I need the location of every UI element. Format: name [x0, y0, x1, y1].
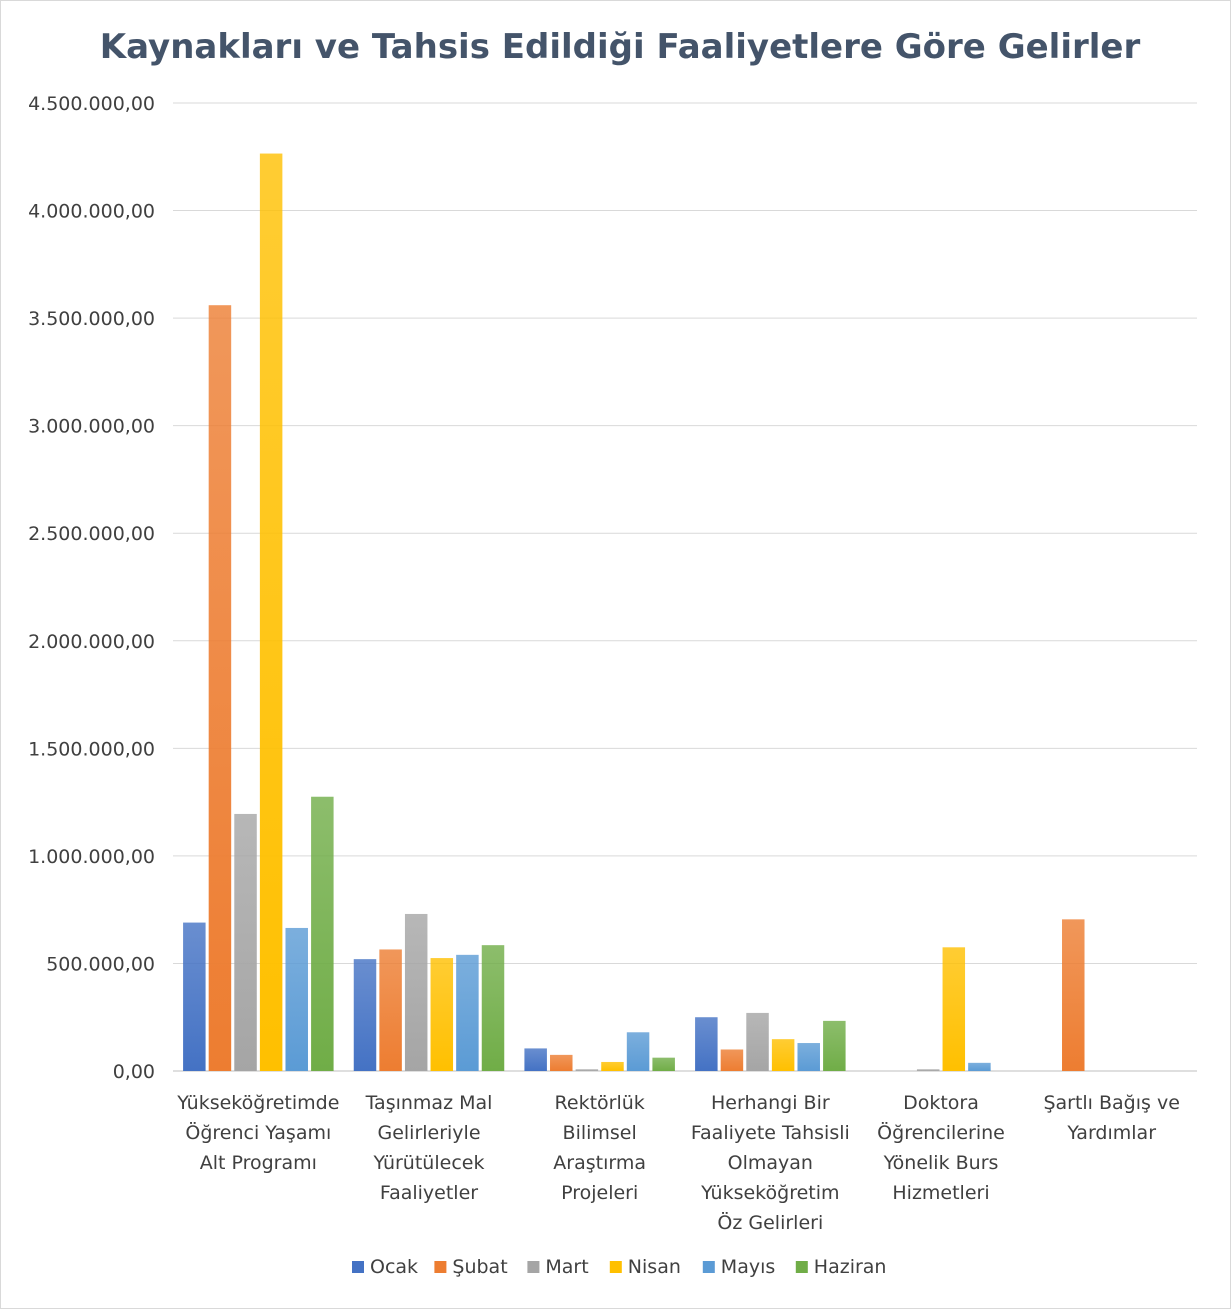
x-category-label-line: Hizmetleri	[892, 1182, 989, 1204]
y-tick-label: 3.500.000,00	[28, 308, 155, 330]
x-axis-category-labels: Yükseköğretimde Öğrenci Yaşamı Alt Program…	[176, 1092, 1180, 1234]
y-tick-label: 0,00	[113, 1061, 155, 1083]
bar-mart-0	[234, 813, 257, 1071]
x-category-label-line: Öğrencilerine	[877, 1121, 1005, 1144]
x-category-label-line: Olmayan	[728, 1152, 813, 1174]
legend-label-şubat: Şubat	[452, 1256, 507, 1278]
x-category-label-line: Yürütülecek	[373, 1152, 485, 1174]
bar-şubat-1	[379, 949, 402, 1071]
bar-nisan-0	[259, 153, 283, 1071]
bar-nisan-1	[430, 958, 454, 1071]
x-category-label-line: Faaliyetler	[380, 1182, 478, 1204]
x-category-label: Doktora Öğrencilerine Yönelik Burs Hizmetle…	[877, 1092, 1005, 1204]
bar-haziran-3	[823, 1020, 846, 1071]
bars	[183, 153, 1085, 1071]
x-category-label-line: Rektörlük	[555, 1092, 645, 1114]
x-category-label-line: Herhangi Bir	[711, 1092, 830, 1114]
x-category-label-line: Yükseköğretimde	[176, 1092, 339, 1114]
x-category-label-line: Şartlı Bağış ve	[1043, 1092, 1179, 1114]
legend-swatch-mayıs	[702, 1261, 715, 1273]
x-category-label-line: Yönelik Burs	[883, 1152, 999, 1174]
x-category-label: Şartlı Bağış ve Yardımlar	[1043, 1092, 1179, 1144]
y-tick-label: 4.000.000,00	[28, 201, 155, 223]
y-tick-label: 2.500.000,00	[28, 523, 155, 545]
legend-swatch-nisan	[609, 1261, 622, 1273]
bar-mart-3	[746, 1012, 769, 1071]
legend-label-haziran: Haziran	[814, 1256, 887, 1278]
bar-mayıs-3	[797, 1043, 820, 1071]
legend: Ocak Şubat Mart Nisan Mayıs Haziran	[352, 1256, 886, 1278]
x-category-label-line: Yükseköğretim	[700, 1182, 839, 1204]
bar-haziran-2	[652, 1057, 675, 1071]
legend-label-ocak: Ocak	[370, 1256, 418, 1278]
y-tick-label: 1.500.000,00	[28, 738, 155, 760]
y-tick-label: 500.000,00	[46, 953, 155, 975]
bar-mayıs-0	[285, 927, 308, 1071]
x-category-label-line: Taşınmaz Mal	[365, 1092, 493, 1114]
bar-mart-4	[916, 1069, 940, 1071]
y-tick-label: 4.500.000,00	[28, 93, 155, 115]
bar-mayıs-4	[968, 1062, 991, 1071]
x-category-label-line: Öz Gelirleri	[717, 1211, 823, 1234]
y-tick-label: 3.000.000,00	[28, 416, 155, 438]
x-category-label-line: Araştırma	[553, 1152, 646, 1174]
bar-mayıs-2	[626, 1032, 650, 1071]
x-category-label-line: Gelirleriyle	[377, 1122, 480, 1144]
bar-mayıs-1	[456, 954, 479, 1071]
x-category-label-line: Alt Programı	[200, 1152, 317, 1174]
legend-swatch-haziran	[795, 1261, 808, 1273]
x-category-label-line: Bilimsel	[563, 1122, 637, 1144]
legend-swatch-şubat	[434, 1261, 447, 1273]
bar-ocak-2	[524, 1048, 547, 1071]
bar-haziran-1	[481, 945, 505, 1071]
legend-label-mart: Mart	[545, 1256, 588, 1278]
legend-swatch-ocak	[352, 1261, 364, 1273]
bar-nisan-4	[942, 947, 966, 1071]
bar-şubat-0	[208, 305, 232, 1071]
x-category-label-line: Öğrenci Yaşamı	[185, 1121, 331, 1144]
y-tick-label: 2.000.000,00	[28, 631, 155, 653]
legend-label-mayıs: Mayıs	[721, 1256, 775, 1278]
x-category-label-line: Faaliyete Tahsisli	[691, 1122, 850, 1144]
legend-label-nisan: Nisan	[628, 1256, 681, 1278]
chart-title: Kaynakları ve Tahsis Edildiği Faaliyetle…	[100, 27, 1141, 67]
bar-şubat-5	[1062, 919, 1085, 1071]
y-tick-label: 1.000.000,00	[28, 846, 155, 868]
x-category-label: Herhangi Bir Faaliyete Tahsisli Olmayan Yük…	[691, 1092, 850, 1234]
x-category-label: Taşınmaz Mal Gelirleriyle Yürütülecek Faali…	[365, 1092, 493, 1204]
bar-şubat-2	[550, 1054, 573, 1071]
bar-şubat-3	[720, 1049, 744, 1071]
bar-ocak-0	[183, 922, 206, 1071]
bar-ocak-1	[353, 959, 377, 1071]
x-category-label-line: Projeleri	[561, 1182, 638, 1204]
x-category-label: Yükseköğretimde Öğrenci Yaşamı Alt Program…	[176, 1092, 339, 1174]
legend-swatch-mart	[527, 1261, 540, 1273]
x-category-label: Rektörlük Bilimsel Araştırma Projeleri	[553, 1092, 646, 1204]
bar-mart-2	[575, 1069, 599, 1071]
bar-nisan-3	[771, 1039, 795, 1071]
y-axis-tick-labels: 0,00 500.000,00 1.000.000,00 1.500.000,00 2.…	[28, 93, 155, 1083]
bar-mart-1	[404, 913, 428, 1071]
bar-haziran-0	[311, 796, 334, 1071]
bar-ocak-3	[695, 1017, 718, 1071]
x-category-label-line: Doktora	[903, 1092, 979, 1114]
bar-nisan-2	[601, 1061, 624, 1071]
x-category-label-line: Yardımlar	[1066, 1122, 1156, 1144]
gridlines	[173, 102, 1197, 1072]
